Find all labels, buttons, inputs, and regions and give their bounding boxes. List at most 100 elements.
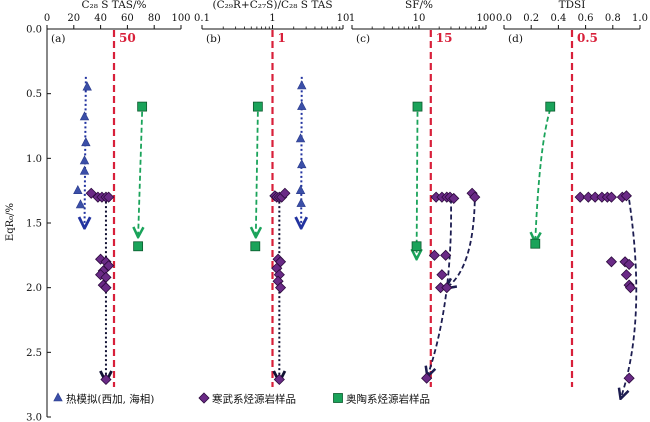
- ordovician-series: [133, 101, 148, 252]
- cambrian-point: [624, 282, 637, 294]
- legend: 热模拟(西加, 海相) 寒武系烃源岩样品 奥陶系烃源岩样品: [53, 392, 430, 406]
- panel-title: TDSI: [559, 0, 586, 11]
- thermal-point: [296, 197, 306, 207]
- thermal-point: [295, 133, 306, 143]
- ordovician-point: [252, 101, 263, 112]
- legend-label: 寒武系烃源岩样品: [212, 393, 296, 406]
- cambrian-point: [85, 187, 97, 199]
- panel-letter: (d): [508, 33, 523, 45]
- cambrian-point: [620, 190, 632, 202]
- ordovician-point: [250, 241, 261, 252]
- thermal-point: [79, 155, 90, 165]
- x-tick-label: 0.6: [578, 13, 594, 24]
- cambrian-point: [620, 269, 632, 281]
- cambrian-point: [274, 282, 287, 294]
- cambrian-point: [100, 282, 112, 294]
- trend-arrow: [256, 111, 258, 236]
- y-tick-label: 0.0: [26, 25, 42, 36]
- panel-d: 0.0 0.2 0.4 0.6 0.8 1.0 TDSI (d) 0.5: [496, 0, 648, 398]
- cambrian-point: [469, 191, 481, 203]
- y-tick-label: 2.5: [26, 348, 42, 359]
- cambrian-point: [100, 373, 112, 386]
- cambrian-point: [623, 372, 635, 384]
- panel-c: 1 10 100 SF/% (c) 15: [349, 0, 496, 387]
- ordovician-point: [133, 241, 144, 252]
- x-tick-label: 60: [121, 13, 134, 24]
- trend-arrow: [621, 199, 638, 398]
- thermal-point: [53, 392, 63, 402]
- ordovician-point: [545, 101, 556, 112]
- thermal-point: [75, 199, 86, 209]
- cambrian-point: [441, 282, 453, 294]
- thermal-series: [295, 80, 307, 207]
- cambrian-point: [574, 191, 586, 203]
- trend-arrow: [85, 76, 86, 227]
- panel-b: 0.1 1 10 (C₂₉R+C₂₇S)/C₂₈ S TAS (b) 1: [194, 0, 349, 387]
- trend-arrow: [428, 198, 452, 375]
- reference-label: 50: [119, 31, 136, 45]
- cambrian-series: [269, 187, 291, 386]
- cambrian-series: [574, 190, 637, 384]
- thermal-point: [297, 80, 307, 90]
- reference-label: 0.5: [577, 31, 598, 45]
- x-tick-label: 20: [67, 13, 80, 24]
- ordovician-series: [530, 101, 556, 249]
- cambrian-point: [103, 191, 115, 203]
- cambrian-point: [440, 249, 452, 261]
- ordovician-point: [411, 241, 422, 252]
- cambrian-point: [279, 187, 291, 199]
- x-tick-label: 0.2: [523, 13, 539, 24]
- legend-label: 奥陶系烃源岩样品: [346, 393, 430, 406]
- ordovician-series: [250, 101, 263, 252]
- x-tick-label: 80: [148, 13, 161, 24]
- cambrian-point: [421, 372, 433, 384]
- cambrian-point: [623, 258, 635, 270]
- cambrian-point: [605, 256, 618, 268]
- panel-letter: (c): [356, 33, 370, 45]
- trend-arrow: [447, 200, 476, 288]
- x-tick-label: 10: [337, 13, 350, 24]
- ordovician-point: [333, 393, 343, 403]
- ordovician-point: [530, 238, 541, 249]
- panel-letter: (b): [206, 33, 221, 45]
- legend-entry-thermal: 热模拟(西加, 海相): [53, 392, 154, 406]
- y-tick-label: 0.5: [26, 89, 42, 100]
- cambrian-point: [436, 269, 448, 281]
- panel-a: 0 20 40 60 80 100 C₂₈ S TAS/% (a) 50: [44, 0, 191, 387]
- cambrian-point: [273, 373, 285, 386]
- thermal-series: [73, 81, 92, 209]
- cambrian-point: [428, 249, 441, 261]
- thermal-point: [79, 111, 90, 121]
- cambrian-series: [85, 187, 115, 386]
- y-axis: 0.0 0.5 1.0 1.5 2.0 2.5 3.0: [26, 25, 51, 422]
- x-tick-label: 0.0: [496, 13, 512, 24]
- thermal-point: [295, 185, 306, 194]
- x-tick-label: 100: [171, 13, 190, 24]
- y-tick-label: 3.0: [26, 413, 42, 422]
- panel-title: C₂₈ S TAS/%: [81, 0, 146, 11]
- legend-entry-ordovician: 奥陶系烃源岩样品: [333, 393, 430, 406]
- x-tick-label: 0: [44, 13, 50, 24]
- thermal-point: [73, 185, 83, 194]
- ordovician-point: [412, 101, 423, 112]
- thermal-point: [297, 159, 307, 169]
- trend-arrow: [138, 111, 142, 236]
- cambrian-point: [448, 192, 460, 204]
- ordovician-series: [411, 101, 423, 252]
- cambrian-point: [605, 191, 618, 203]
- trend-arrow: [417, 111, 418, 258]
- reference-label: 15: [436, 31, 453, 45]
- x-tick-label: 40: [94, 13, 107, 24]
- y-tick-label: 1.5: [26, 219, 42, 230]
- x-tick-label: 1: [269, 13, 275, 24]
- panel-title: (C₂₉R+C₂₇S)/C₂₈ S TAS: [212, 0, 332, 11]
- thermal-point: [297, 100, 307, 110]
- y-tick-label: 1.0: [26, 154, 42, 165]
- y-tick-label: 2.0: [26, 283, 42, 294]
- thermal-point: [82, 81, 92, 91]
- x-tick-label: 10: [413, 13, 426, 24]
- thermal-point: [81, 137, 91, 147]
- cambrian-point: [198, 392, 210, 404]
- x-tick-label: 0.4: [550, 13, 566, 24]
